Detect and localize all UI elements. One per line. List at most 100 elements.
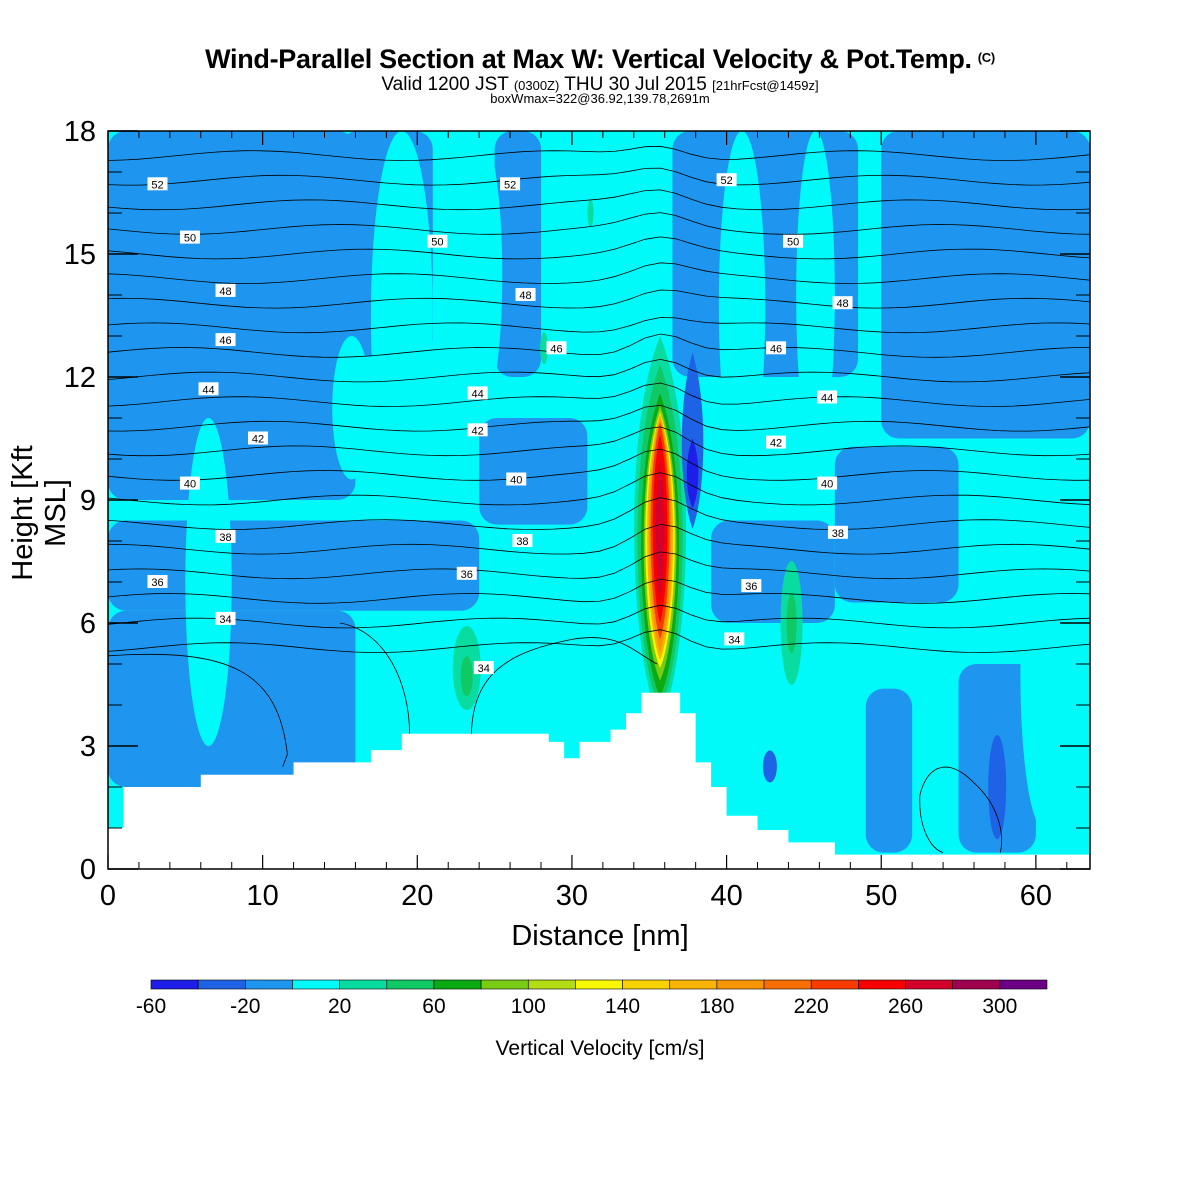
- downdraft-region: [479, 418, 588, 525]
- chart-title-text: Wind-Parallel Section at Max W: Vertical…: [205, 44, 972, 74]
- contour-label-box: [741, 579, 762, 593]
- theta-contour-line: [108, 604, 1090, 629]
- contour-label-box: [467, 423, 488, 437]
- contour-label: 40: [817, 476, 838, 491]
- contour-label: 36: [147, 575, 168, 589]
- contour-label-text: 36: [151, 577, 163, 589]
- downdraft-region: [834, 446, 959, 603]
- downdraft-spot: [988, 735, 1007, 839]
- theta-contour-line: [108, 317, 1090, 334]
- contour-label-text: 40: [510, 475, 522, 487]
- contour-label-text: 34: [728, 634, 740, 646]
- contour-label-box: [506, 472, 527, 486]
- updraft-streak: [455, 131, 503, 418]
- y-axis-label: Height [Kft MSL]: [7, 445, 72, 581]
- chart-title: Wind-Parallel Section at Max W: Vertical…: [0, 44, 1200, 75]
- theta-contour-line: [108, 497, 1090, 530]
- contour-label-box: [215, 283, 236, 297]
- contour-label-text: 48: [219, 286, 231, 298]
- contour-label-box: [546, 341, 567, 355]
- contour-label: 48: [515, 288, 536, 302]
- contour-label-box: [456, 566, 477, 580]
- contour-label-box: [500, 177, 521, 191]
- contour-label: 52: [147, 177, 168, 191]
- contour-label-box: [473, 661, 494, 675]
- contour-label-box: [147, 177, 168, 191]
- y-tick-label: 15: [64, 239, 96, 271]
- contour-label: 50: [179, 230, 200, 245]
- contour-label-box: [198, 382, 219, 396]
- x-tick-label: 30: [556, 880, 588, 912]
- updraft-streak: [796, 131, 835, 459]
- y-tick-label: 0: [80, 854, 96, 886]
- contour-label: 44: [198, 382, 219, 396]
- colorbar-swatch: [905, 979, 953, 990]
- contour-label-text: 38: [516, 536, 528, 548]
- contour-label-box: [427, 234, 448, 248]
- contour-label-box: [716, 173, 737, 187]
- contour-label-text: 50: [184, 233, 196, 245]
- theta-contour-line: [108, 472, 1090, 506]
- chart-subtitle: Valid 1200 JST (0300Z) THU 30 Jul 2015 […: [0, 74, 1200, 96]
- contour-label: 46: [546, 341, 567, 355]
- theta-contour-line: [108, 551, 1090, 580]
- colorbar-swatch: [763, 979, 812, 990]
- contour-label-box: [248, 431, 269, 445]
- contour-label-box: [179, 230, 200, 244]
- contour-labels: 52 52 52 50 50 50 48 48 48 46 46 46 44 44 44 42 42 42 40 40…: [147, 173, 853, 675]
- x-tick-label: 20: [401, 880, 433, 912]
- contour-label-box: [766, 341, 787, 355]
- contour-label: 50: [427, 234, 448, 249]
- colorbar-swatch: [433, 979, 482, 990]
- contour-label-box: [179, 476, 200, 490]
- colorbar-tick-label: 60: [422, 995, 445, 1018]
- contour-label-text: 50: [431, 237, 443, 249]
- updraft-streak: [370, 131, 433, 500]
- contour-label-text: 42: [252, 434, 264, 446]
- forecast-info: [21hrFcst@1459z]: [712, 78, 819, 93]
- contour-label-box: [783, 234, 804, 248]
- contour-label: 40: [179, 476, 200, 491]
- colorbar-tick-label: 140: [605, 995, 640, 1018]
- colorbar-swatch: [245, 979, 293, 990]
- colorbar-swatch: [669, 979, 718, 990]
- theta-contour-line: [919, 766, 1002, 853]
- colorbar-swatch: [386, 979, 435, 990]
- contour-label-text: 40: [821, 479, 833, 491]
- colorbar-swatch: [575, 979, 623, 990]
- colorbar-swatch: [292, 979, 340, 990]
- theta-contour-line: [108, 653, 288, 767]
- theta-contour-line: [108, 333, 1090, 358]
- contour-label: 50: [783, 234, 804, 249]
- contour-label-text: 34: [478, 663, 490, 675]
- contour-label-text: 34: [219, 614, 231, 626]
- contour-label: 36: [741, 579, 762, 593]
- valid-zone: (0300Z): [513, 78, 560, 93]
- contour-label: 44: [817, 390, 838, 405]
- updraft-streak: [185, 418, 232, 746]
- contour-label-text: 48: [519, 290, 531, 302]
- contour-label-box: [215, 529, 236, 543]
- contour-label-text: 52: [720, 175, 732, 187]
- updraft-patch: [460, 656, 473, 697]
- updraft-patch: [587, 199, 594, 227]
- colorbar-swatch: [999, 979, 1048, 990]
- contour-label: 42: [248, 431, 269, 446]
- y-tick-label: 12: [64, 362, 96, 394]
- colorbar-tick-label: 300: [982, 995, 1017, 1018]
- contour-label: 44: [467, 386, 488, 400]
- colorbar-tick-label: 20: [328, 995, 351, 1018]
- contour-label-box: [215, 333, 236, 347]
- updraft-patch: [540, 332, 549, 365]
- contour-label-box: [766, 435, 787, 449]
- theta-contour-line: [108, 358, 1090, 383]
- contour-label-box: [147, 575, 168, 588]
- colorbar-swatch: [622, 979, 671, 990]
- contour-label: 38: [512, 534, 533, 548]
- downdraft-region: [108, 610, 356, 787]
- theta-contour-line: [108, 629, 1090, 653]
- updraft-streak: [587, 131, 650, 418]
- y-tick-label: 3: [80, 731, 96, 763]
- y-tick-label: 6: [80, 608, 96, 640]
- contour-label-box: [215, 611, 236, 625]
